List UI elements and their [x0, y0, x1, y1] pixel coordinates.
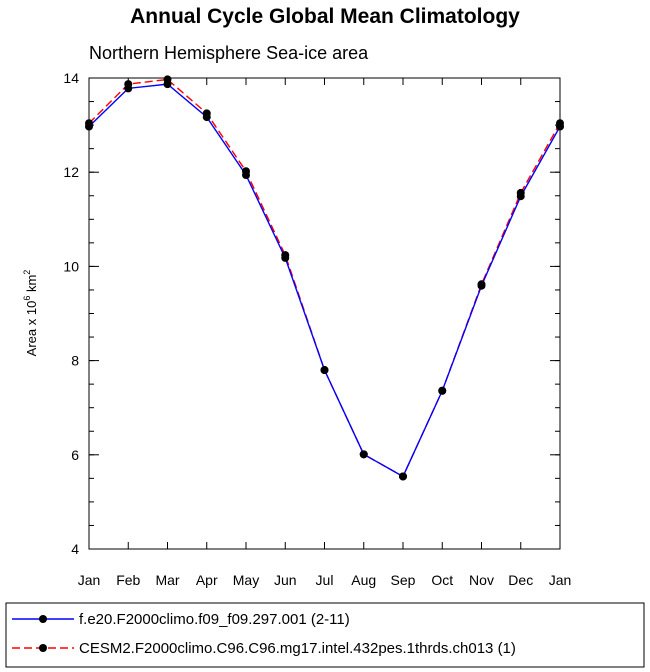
- x-tick-label: Feb: [116, 572, 140, 588]
- series-point-0: [477, 281, 486, 290]
- y-axis-label-prefix: Area x 10: [24, 301, 39, 357]
- series-point-0: [438, 386, 447, 395]
- series-line-0: [88, 83, 561, 478]
- y-tick-label: 4: [71, 541, 79, 557]
- legend: f.e20.F2000climo.f09_f09.297.001 (2-11) C…: [5, 602, 645, 668]
- series-point-0: [85, 122, 93, 131]
- series-point-0: [399, 472, 407, 481]
- legend-box: [5, 602, 645, 668]
- y-axis-label: Area x 106 km2: [22, 270, 39, 357]
- series-point-0: [242, 171, 250, 180]
- x-tick-label: Mar: [155, 572, 179, 588]
- chart-subtitle: Northern Hemisphere Sea-ice area: [89, 43, 369, 63]
- legend-marker-0: [39, 615, 47, 623]
- plot-frame: [88, 77, 561, 550]
- series-point-0: [556, 122, 564, 131]
- y-tick-label: 10: [63, 258, 79, 274]
- y-axis-label-unit-exponent: 2: [22, 270, 32, 275]
- axes: Jan Feb Mar Apr May Jun Jul Aug Sep Oct Nov Dec Jan 4…: [63, 70, 571, 588]
- x-tick-label: Oct: [431, 572, 453, 588]
- legend-marker-1: [39, 644, 47, 652]
- x-tick-label: Aug: [351, 572, 376, 588]
- y-axis-label-exponent: 6: [22, 296, 32, 301]
- y-tick-label: 8: [71, 353, 79, 369]
- x-tick-label: Jan: [549, 572, 572, 588]
- x-tick-label: Sep: [391, 572, 416, 588]
- y-tick-label: 12: [63, 164, 79, 180]
- y-axis-label-unit: km: [24, 275, 39, 296]
- series-point-0: [359, 450, 368, 459]
- y-tick-label: 14: [63, 70, 79, 86]
- legend-label-0: f.e20.F2000climo.f09_f09.297.001 (2-11): [79, 611, 350, 628]
- series-point-0: [163, 80, 172, 89]
- y-tick-label: 6: [71, 447, 79, 463]
- x-tick-label: Jul: [316, 572, 334, 588]
- series-point-0: [281, 253, 290, 262]
- x-tick-label: Jan: [78, 572, 101, 588]
- series-line-1: [88, 78, 561, 478]
- x-tick-label: May: [233, 572, 259, 588]
- x-tick-label: Nov: [469, 572, 494, 588]
- series-point-0: [516, 192, 525, 201]
- series-point-0: [320, 366, 329, 375]
- x-tick-label: Apr: [196, 572, 218, 588]
- series-point-0: [124, 84, 133, 93]
- x-tick-label: Dec: [508, 572, 533, 588]
- plot-area: [85, 75, 564, 481]
- series-point-0: [202, 113, 211, 122]
- chart-title: Annual Cycle Global Mean Climatology: [130, 5, 520, 28]
- legend-label-1: CESM2.F2000climo.C96.C96.mg17.intel.432p…: [79, 640, 516, 657]
- x-tick-label: Jun: [274, 572, 297, 588]
